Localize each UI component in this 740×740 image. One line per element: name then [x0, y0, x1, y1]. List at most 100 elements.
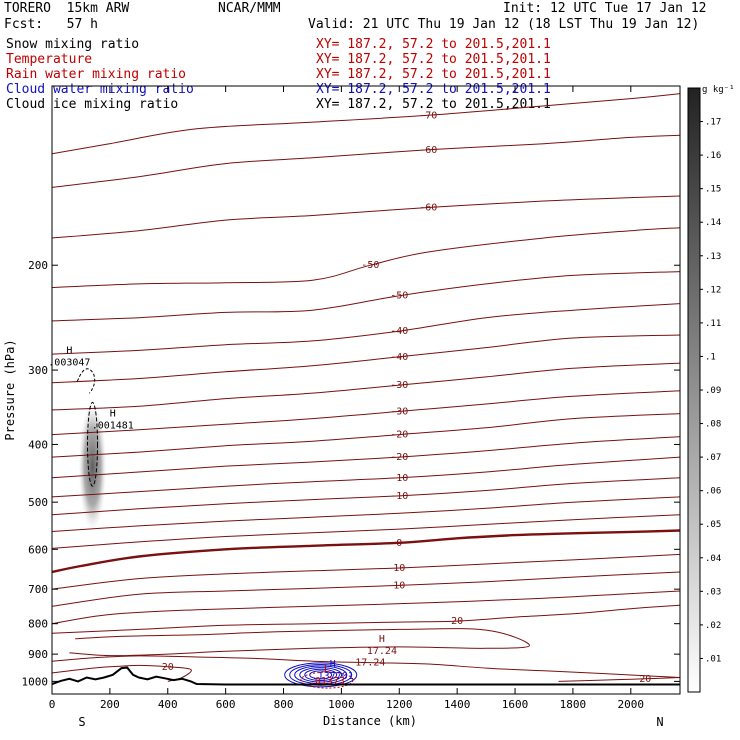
- colorbar-unit: g kg⁻¹: [702, 85, 735, 95]
- ice-max-value: .001481: [92, 420, 134, 431]
- temperature-contour-5: [52, 303, 680, 355]
- temperature-contour-12: [52, 477, 680, 516]
- temp-max-letter: H: [379, 634, 385, 645]
- colorbar-label-9: .1: [705, 352, 716, 362]
- temperature-contour-8: [52, 390, 680, 436]
- temperature-contour-label-14: 0: [396, 538, 402, 549]
- temperature-contour-16: [52, 553, 680, 590]
- x-end-right-label: N: [656, 715, 663, 729]
- colorbar-label-5: .06: [705, 487, 721, 497]
- y-tick-label-2: 400: [28, 438, 48, 451]
- temperature-contour-0: [52, 93, 680, 155]
- temperature-contour-label-1: -60: [419, 145, 437, 156]
- header-fcst: Fcst: 57 h: [4, 17, 98, 32]
- cloud-contours: [76, 368, 358, 689]
- temperature-contour-label-21: 17.24: [355, 658, 385, 669]
- temperature-contour-label-5: -40: [390, 326, 408, 337]
- rain-max-value: .01373: [309, 676, 345, 687]
- temperature-contour-17: [52, 571, 680, 607]
- colorbar-rect: [687, 87, 701, 693]
- x-tick-label-5: 1000: [328, 698, 355, 711]
- temperature-contour-label-4: -50: [390, 291, 408, 302]
- x-tick-label-2: 400: [158, 698, 178, 711]
- x-axis-label: Distance (km): [323, 714, 417, 728]
- temperature-contour-15: [52, 514, 680, 549]
- y-tick-label-6: 800: [28, 618, 48, 631]
- temperature-contours: [52, 93, 680, 682]
- temperature-contour-23: [558, 677, 680, 682]
- temperature-contour-13: [52, 496, 680, 532]
- y-tick-label-7: 900: [28, 648, 48, 661]
- cloud-water-ring-3: [299, 667, 343, 683]
- y-tick-label-3: 500: [28, 496, 48, 509]
- x-tick-label-8: 1600: [502, 698, 529, 711]
- temperature-contour-22: [52, 664, 192, 682]
- temperature-contour-6: [52, 334, 680, 384]
- y-tick-label-5: 700: [28, 583, 48, 596]
- temperature-contour-label-22: 20: [162, 662, 174, 673]
- snow-shading-layer: [78, 402, 107, 532]
- temperature-contour-1: [52, 134, 680, 188]
- header-model: TORERO 15km ARW: [4, 1, 130, 16]
- colorbar-label-16: .17: [705, 118, 721, 128]
- colorbar-label-7: .08: [705, 420, 721, 430]
- colorbar-label-14: .15: [705, 185, 721, 195]
- header-center: NCAR/MMM: [218, 1, 281, 16]
- temperature-contour-11: [52, 456, 680, 498]
- snow-max-value: .003047: [48, 357, 90, 368]
- field-rain-name: Rain water mixing ratio: [6, 67, 187, 82]
- axes: 0 200 400 600 800 1000 1200 1400 1600 1800 2000200…: [22, 86, 680, 711]
- temperature-contour-label-12: -10: [390, 491, 408, 502]
- y-tick-label-0: 200: [28, 259, 48, 272]
- cloud-water-ring-5: [309, 670, 333, 680]
- header-valid: Valid: 21 UTC Thu 19 Jan 12 (18 LST Thu …: [308, 17, 700, 32]
- temperature-contour-label-8: -30: [390, 406, 408, 417]
- temperature-contour-7: [52, 362, 680, 411]
- x-tick-label-10: 2000: [618, 698, 645, 711]
- field-cloudice-name: Cloud ice mixing ratio: [6, 97, 179, 112]
- x-tick-label-6: 1200: [386, 698, 413, 711]
- temperature-contour-label-7: -30: [390, 380, 408, 391]
- cloud-water-ring-4: [304, 668, 338, 681]
- field-temp-name: Temperature: [6, 52, 93, 67]
- temperature-contour-label-10: -20: [390, 452, 408, 463]
- x-tick-label-1: 200: [100, 698, 120, 711]
- temperature-contour-label-3: -50: [361, 260, 379, 271]
- colorbar-label-1: .02: [705, 621, 721, 631]
- cloud-water-max-letter: H: [330, 659, 336, 670]
- temperature-contour-2: [52, 195, 680, 239]
- temperature-contour-4: [52, 271, 680, 322]
- colorbar-label-11: .12: [705, 285, 721, 295]
- colorbar: .01 .02 .03 .04 .05 .06 .07 .08 .09 .1 .11 .12 .13 .1…: [687, 85, 735, 693]
- temperature-contour-20: [69, 628, 531, 657]
- colorbar-label-15: .16: [705, 151, 721, 161]
- y-tick-label-1: 300: [28, 364, 48, 377]
- colorbar-label-2: .03: [705, 587, 721, 597]
- rain-contour: [300, 671, 354, 689]
- terrain-line: [52, 666, 680, 686]
- x-tick-label-7: 1400: [444, 698, 471, 711]
- field-snow-xy: XY= 187.2, 57.2 to 201.5,201.1: [316, 37, 551, 52]
- field-rain-xy: XY= 187.2, 57.2 to 201.5,201.1: [316, 67, 551, 82]
- colorbar-label-0: .01: [705, 654, 721, 664]
- temperature-contour-14: [52, 529, 680, 574]
- temperature-contour-19: [52, 604, 680, 634]
- colorbar-label-8: .09: [705, 386, 721, 396]
- temperature-contour-label-23: 20: [639, 674, 651, 685]
- temperature-contour-label-11: -10: [390, 473, 408, 484]
- snow-shading-0: [78, 402, 107, 532]
- header-init: Init: 12 UTC Tue 17 Jan 12: [503, 1, 707, 16]
- x-tick-label-4: 800: [274, 698, 294, 711]
- temperature-contour-label-17: 10: [393, 580, 405, 591]
- temp-max-value: 17.24: [367, 646, 397, 657]
- colorbar-label-13: .14: [705, 218, 721, 228]
- colorbar-label-12: .13: [705, 252, 721, 262]
- x-tick-label-3: 600: [216, 698, 236, 711]
- colorbar-label-4: .05: [705, 520, 721, 530]
- snow-max-letter: H: [66, 345, 72, 356]
- terrain-polyline: [52, 666, 680, 686]
- temperature-contour-label-6: -40: [390, 352, 408, 363]
- temperature-contour-3: [52, 227, 680, 288]
- y-tick-label-8: 1000: [22, 675, 49, 688]
